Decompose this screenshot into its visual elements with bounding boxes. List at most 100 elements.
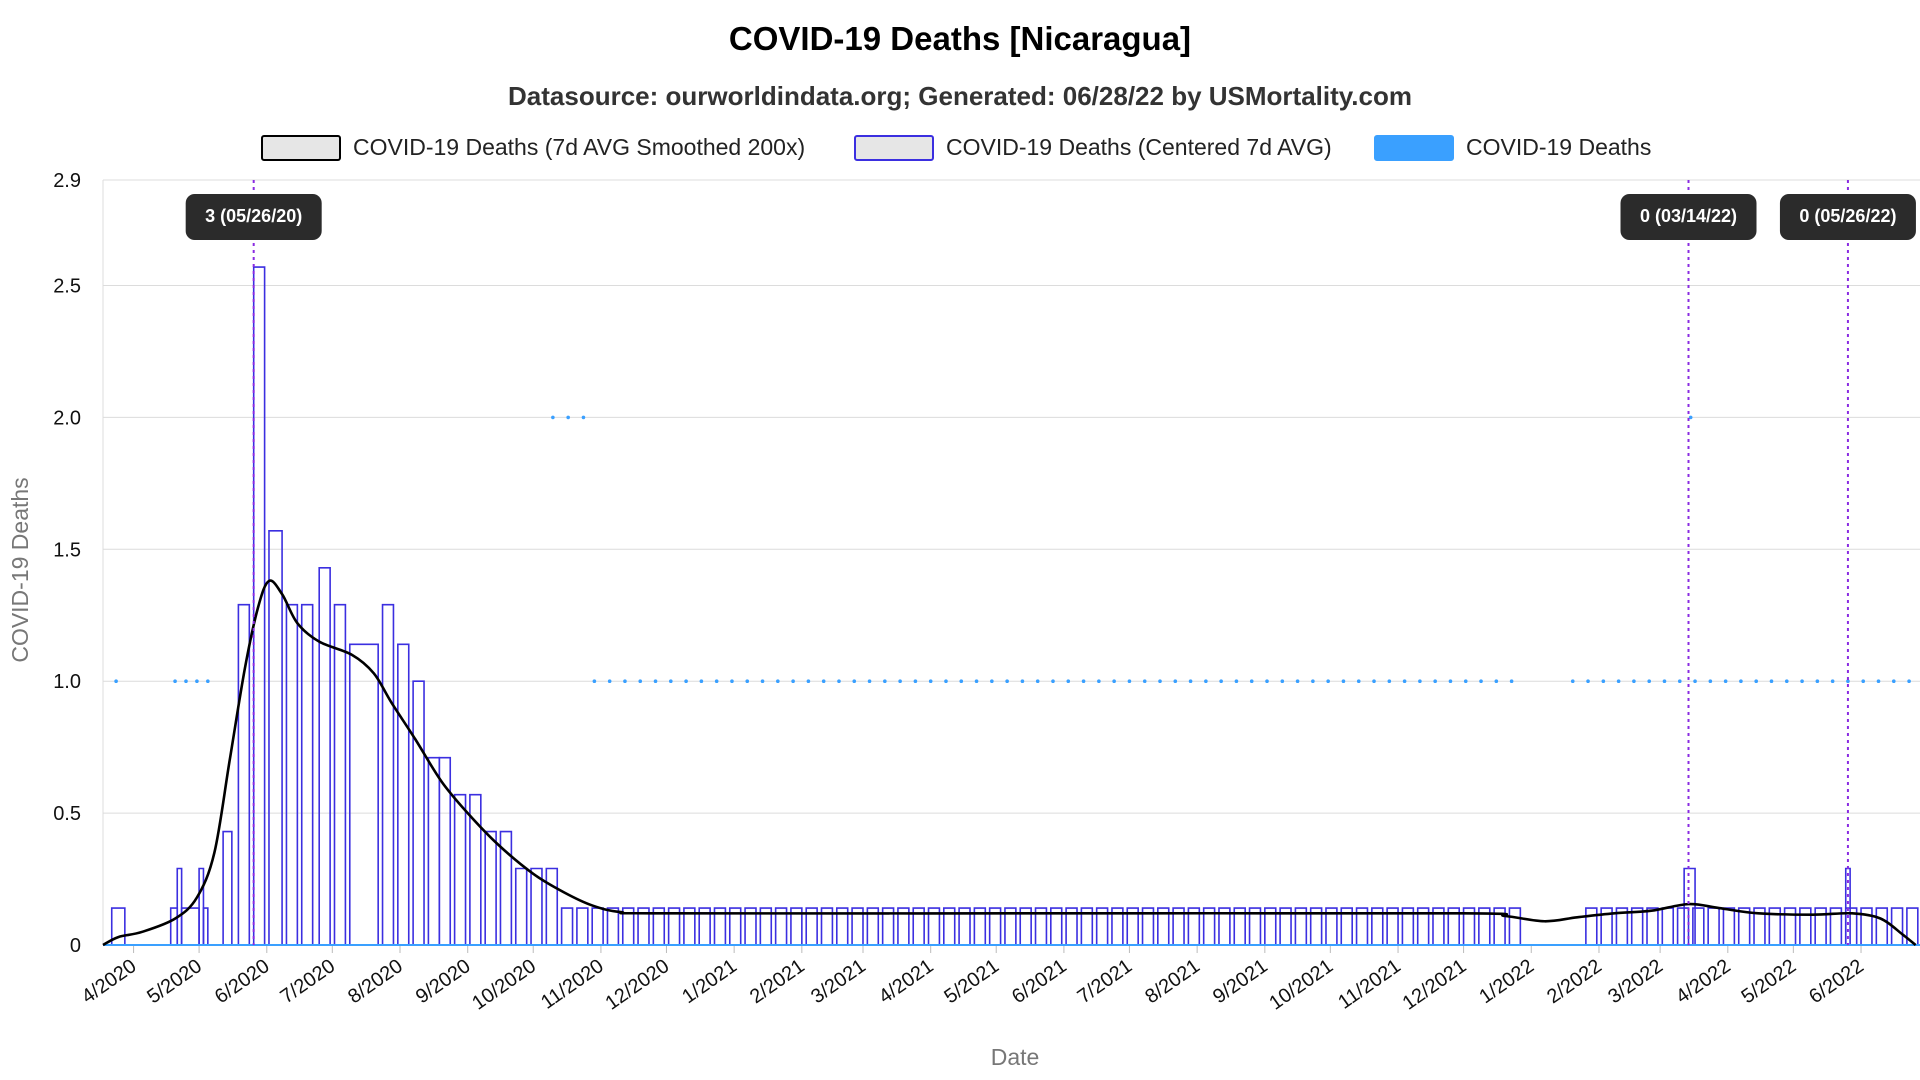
step-block — [1126, 907, 1139, 945]
chart-title: COVID-19 Deaths [Nicaragua] — [729, 20, 1191, 57]
data-point — [1372, 679, 1376, 684]
data-point — [1234, 679, 1239, 684]
series-smoothed-7d-avg — [102, 579, 1917, 947]
data-point — [1066, 679, 1071, 684]
step-block — [606, 907, 620, 945]
legend-item-centered[interactable]: COVID-19 Deaths (Centered 7d AVG) — [854, 134, 1332, 161]
x-axis-title: Date — [991, 1044, 1040, 1070]
x-tick-label: 11/2020 — [537, 955, 608, 1014]
x-tick-label: 6/2022 — [1805, 955, 1868, 1008]
step-block — [1080, 907, 1094, 945]
legend-item-smoothed[interactable]: COVID-19 Deaths (7d AVG Smoothed 200x) — [261, 134, 805, 161]
step-block — [1233, 907, 1246, 945]
data-point — [1112, 679, 1116, 684]
data-point — [1479, 679, 1483, 684]
annotations: 3 (05/26/20) 0 (03/14/22) 0 (05/26/22) — [185, 180, 1916, 945]
data-point — [1601, 679, 1606, 684]
step-block — [652, 907, 666, 945]
step-block — [1661, 907, 1675, 945]
step-block — [1065, 907, 1078, 945]
step-block — [1493, 907, 1506, 945]
x-tick-label: 1/2021 — [678, 955, 741, 1008]
step-block — [1187, 907, 1201, 945]
data-point — [1616, 679, 1621, 684]
step-block — [268, 530, 283, 945]
step-block — [1248, 907, 1262, 945]
step-block — [1844, 867, 1851, 945]
step-block — [560, 907, 574, 945]
step-block — [202, 907, 209, 945]
step-block — [1401, 907, 1415, 945]
step-block — [1172, 907, 1185, 945]
step-block — [333, 603, 347, 945]
step-block — [1355, 907, 1369, 945]
data-point — [959, 679, 964, 684]
annotation-label: 3 (05/26/20) — [205, 206, 302, 226]
step-block — [820, 907, 834, 945]
step-block — [1600, 907, 1613, 945]
data-point — [1173, 679, 1178, 684]
step-block — [988, 907, 1002, 945]
step-block — [1050, 907, 1063, 945]
data-point — [623, 679, 627, 684]
step-block — [1753, 907, 1766, 945]
legend-item-deaths[interactable]: COVID-19 Deaths — [1374, 134, 1651, 161]
data-point — [638, 679, 643, 684]
data-point — [1295, 679, 1300, 684]
data-point — [837, 679, 841, 684]
data-point — [791, 679, 795, 684]
data-point — [1876, 679, 1881, 684]
data-point — [1891, 679, 1896, 684]
data-point — [653, 679, 658, 684]
data-point — [184, 679, 188, 684]
step-block — [1676, 907, 1690, 945]
data-point — [1494, 679, 1499, 684]
step-block — [1646, 907, 1659, 945]
x-axis-ticks: 4/2020 5/2020 6/2020 7/2020 8/2020 9/202010/2… — [78, 945, 1868, 1015]
data-point — [1677, 679, 1682, 684]
data-point — [551, 415, 555, 420]
x-tick-label: 9/2021 — [1209, 955, 1272, 1008]
data-point — [1387, 679, 1392, 684]
y-tick-label: 0.5 — [53, 803, 81, 825]
legend-label-smoothed: COVID-19 Deaths (7d AVG Smoothed 200x) — [353, 134, 805, 160]
step-block — [1875, 907, 1889, 945]
data-point — [898, 679, 902, 684]
x-tick-label: 2/2022 — [1543, 955, 1606, 1008]
legend-label-centered: COVID-19 Deaths (Centered 7d AVG) — [946, 134, 1332, 160]
data-point — [1509, 679, 1514, 684]
step-block — [1692, 907, 1705, 945]
annotation-box — [185, 194, 322, 240]
step-block — [1768, 907, 1782, 945]
x-tick-label: 2/2021 — [746, 955, 809, 1008]
step-block — [713, 907, 727, 945]
data-point — [195, 679, 199, 684]
data-point — [1097, 679, 1101, 684]
legend-swatch-centered — [854, 135, 934, 161]
step-block — [1218, 907, 1231, 945]
step-block — [1630, 907, 1644, 945]
data-point — [1723, 679, 1728, 684]
step-block — [1371, 907, 1384, 945]
data-point — [852, 679, 857, 684]
step-block — [1141, 907, 1155, 945]
data-point — [581, 415, 586, 420]
step-block — [110, 907, 126, 945]
step-block — [1202, 907, 1216, 945]
data-point — [928, 679, 933, 684]
step-block — [412, 680, 425, 945]
y-tick-label: 1.5 — [53, 539, 81, 561]
data-point — [913, 679, 918, 684]
y-tick-label: 2.0 — [53, 407, 81, 429]
data-point — [1127, 679, 1132, 684]
data-point — [1846, 679, 1850, 684]
step-block — [698, 907, 711, 945]
data-point — [1341, 679, 1346, 684]
step-block — [1447, 907, 1460, 945]
data-point — [730, 679, 734, 684]
data-point — [1433, 679, 1437, 684]
step-block — [744, 907, 757, 945]
step-block — [237, 603, 251, 945]
x-tick-label: 10/2021 — [1265, 955, 1337, 1014]
